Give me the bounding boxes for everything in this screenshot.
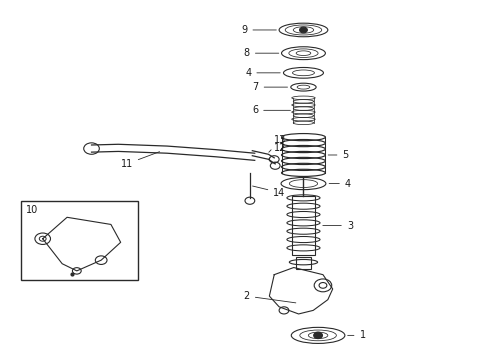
Text: 6: 6 (252, 105, 291, 115)
Circle shape (299, 27, 307, 33)
Text: 7: 7 (252, 82, 288, 92)
Text: 10: 10 (26, 205, 38, 215)
Text: 3: 3 (323, 221, 353, 230)
Text: 4: 4 (329, 179, 351, 189)
Text: 12: 12 (269, 143, 287, 158)
Text: 11: 11 (121, 152, 160, 169)
Text: 4: 4 (245, 68, 280, 78)
Text: 9: 9 (241, 25, 276, 35)
Text: 14: 14 (252, 186, 286, 198)
Text: 2: 2 (244, 291, 296, 303)
Text: 5: 5 (328, 150, 349, 160)
Text: 1: 1 (347, 330, 366, 341)
Circle shape (314, 332, 322, 339)
Bar (296, 257, 311, 269)
Bar (292, 196, 315, 255)
Bar (21, 202, 138, 280)
Text: 8: 8 (244, 48, 279, 58)
Text: 13: 13 (269, 135, 287, 152)
